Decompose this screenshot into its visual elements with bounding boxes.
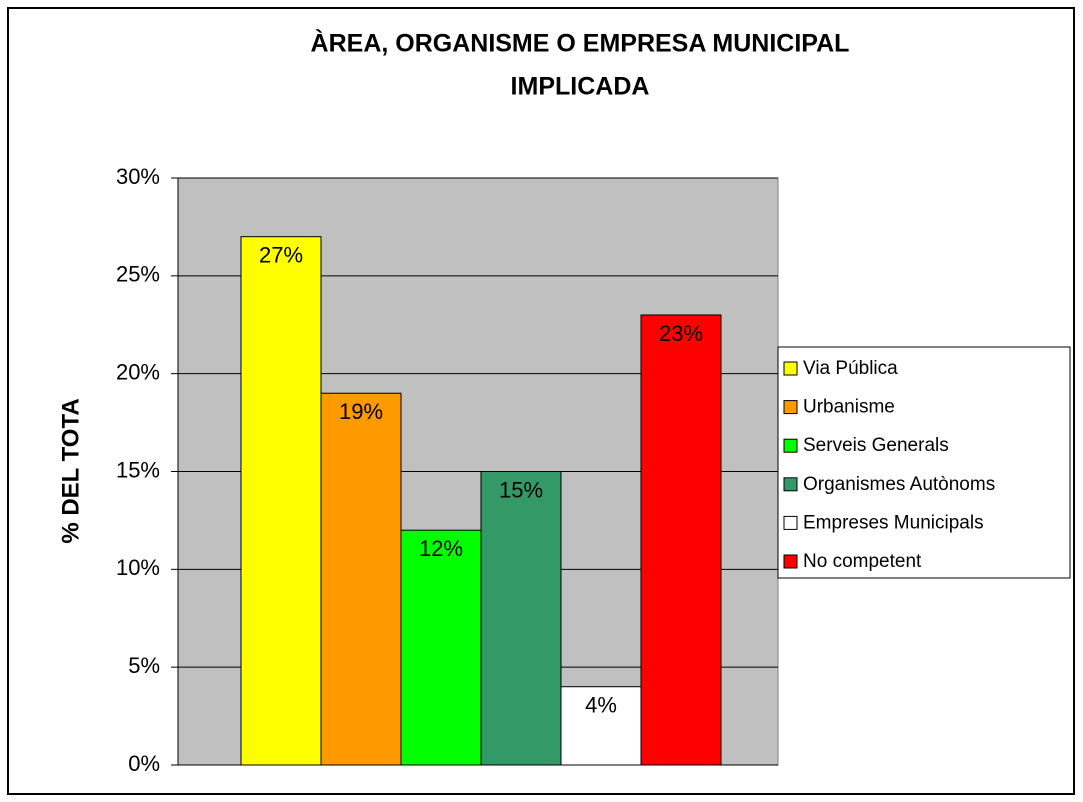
y-tick-label: 30% <box>116 164 160 189</box>
bar <box>640 314 722 766</box>
y-tick-label: 25% <box>116 262 160 287</box>
y-axis-title: % DEL TOTA <box>57 398 84 543</box>
bar <box>400 529 482 766</box>
chart-title: IMPLICADA <box>511 73 650 101</box>
bar <box>560 686 642 766</box>
data-label: 4% <box>585 693 617 718</box>
legend-swatch <box>783 554 798 569</box>
legend-label: Empreses Municipals <box>803 512 984 533</box>
legend-label: Serveis Generals <box>803 435 949 456</box>
legend-label: Organismes Autònoms <box>803 474 995 495</box>
bar <box>480 471 562 766</box>
y-tick-label: 20% <box>116 359 160 384</box>
legend-label: Urbanisme <box>803 397 895 418</box>
y-tick-label: 0% <box>128 751 160 776</box>
legend-box <box>777 346 1071 579</box>
legend-label: Via Pública <box>803 358 898 379</box>
chart-title: ÀREA, ORGANISME O EMPRESA MUNICIPAL <box>311 29 850 58</box>
legend-swatch <box>783 400 798 415</box>
y-tick-label: 5% <box>128 653 160 678</box>
bar <box>240 236 322 766</box>
legend-swatch <box>783 477 798 492</box>
data-label: 23% <box>659 321 703 346</box>
legend-swatch <box>783 361 798 376</box>
data-label: 12% <box>419 536 463 561</box>
data-label: 27% <box>259 243 303 268</box>
legend-swatch <box>783 438 798 453</box>
bar <box>320 392 402 766</box>
data-label: 15% <box>499 477 543 502</box>
data-label: 19% <box>339 399 383 424</box>
y-tick-label: 15% <box>116 457 160 482</box>
legend-swatch <box>783 515 798 530</box>
legend-label: No competent <box>803 551 922 572</box>
y-tick-label: 10% <box>116 555 160 580</box>
